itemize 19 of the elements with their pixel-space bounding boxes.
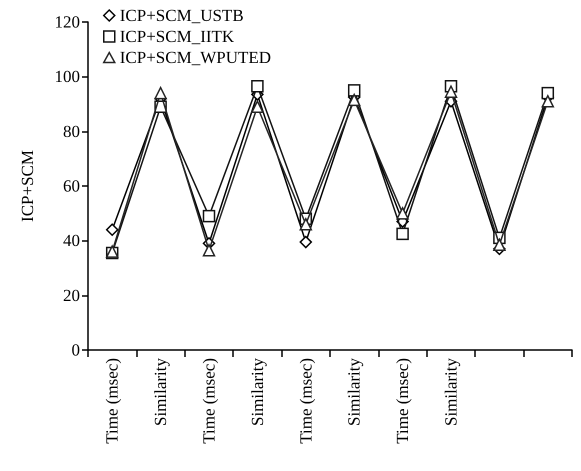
x-tick-label: Similarity xyxy=(248,358,267,426)
y-tick-label: 0 xyxy=(72,340,80,360)
legend-label: ICP+SCM_USTB xyxy=(120,6,244,25)
x-tick-label: Similarity xyxy=(151,358,170,426)
y-axis-title: ICP+SCM xyxy=(18,150,37,222)
x-tick-label: Time (msec) xyxy=(393,358,412,444)
y-tick-label: 120 xyxy=(54,12,80,32)
legend-label: ICP+SCM_IITK xyxy=(120,27,235,46)
x-tick-label: Similarity xyxy=(442,358,460,426)
x-tick-label: Similarity xyxy=(344,358,364,426)
y-tick-label: 60 xyxy=(63,176,80,196)
x-tick-label: Time (msec) xyxy=(200,358,218,444)
y-tick-label: 20 xyxy=(63,286,80,305)
x-tick-label: Time (msec) xyxy=(296,358,316,444)
y-tick-label: 100 xyxy=(54,67,80,86)
x-tick-label: Time (msec) xyxy=(102,358,122,444)
legend-label: ICP+SCM_WPUTED xyxy=(120,48,272,67)
y-tick-label: 40 xyxy=(63,231,80,250)
y-tick-label: 80 xyxy=(63,122,80,141)
